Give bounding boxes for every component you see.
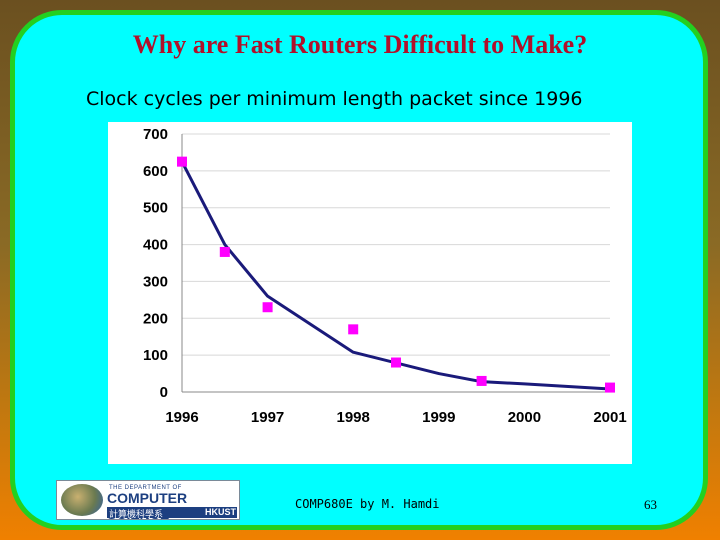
x-tick-label: 1996 [165,409,198,426]
x-tick-label: 1998 [337,409,370,426]
data-point-marker [177,156,187,167]
y-tick-label: 600 [143,163,168,180]
logo-hkust-text: HKUST [205,507,236,517]
chart-panel: 0 100 200 300 400 500 600 700 1996 1997 1998 1999 20… [108,122,632,464]
logo-chinese-text: 計算機科學系 [109,510,164,520]
slide-title: Why are Fast Routers Difficult to Make? [132,30,588,59]
line-chart: 0 100 200 300 400 500 600 700 1996 1997 1998 1999 20… [143,126,627,426]
y-tick-label: 100 [143,347,168,364]
y-tick-label: 400 [143,237,168,254]
x-tick-label: 2000 [508,409,541,426]
y-tick-label: 200 [143,310,168,327]
data-point-marker [605,382,615,393]
x-tick-label: 1997 [251,409,284,426]
data-point-marker [348,324,359,335]
y-tick-label: 500 [143,200,168,217]
chart-subtitle: Clock cycles per minimum length packet s… [86,88,583,110]
data-point-marker [476,375,487,386]
data-point-marker [219,246,230,257]
data-point-marker [262,302,273,313]
x-tick-label: 2001 [593,409,626,426]
footer-text: COMP680E by M. Hamdi [295,497,440,511]
globe-icon [61,484,103,516]
y-tick-label: 700 [143,126,168,143]
data-point-marker [391,357,401,368]
y-tick-label: 300 [143,273,168,290]
page-number: 63 [644,497,657,512]
logo-dept-text: THE DEPARTMENT OF [109,485,182,491]
x-tick-label: 1999 [422,409,455,426]
y-tick-label: 0 [160,384,168,401]
hkust-cs-logo: THE DEPARTMENT OF COMPUTER SCIENCE 計算機科學… [56,480,240,522]
logo-bar [107,507,237,518]
